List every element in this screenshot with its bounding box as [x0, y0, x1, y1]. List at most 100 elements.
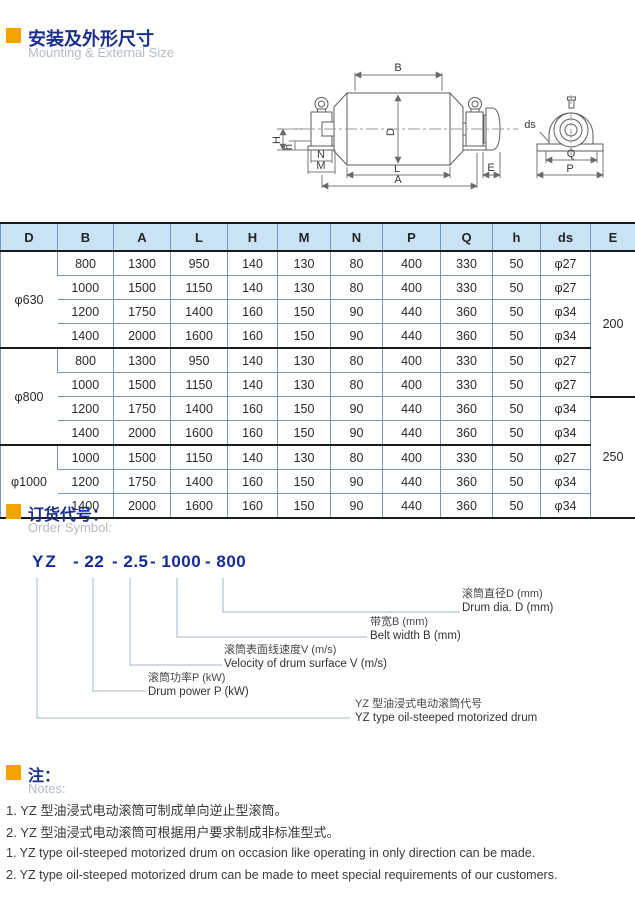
table-cell: φ27 — [540, 444, 591, 470]
table-cell: 360 — [440, 469, 493, 494]
table-cell: 140 — [227, 275, 278, 300]
table-row: 1000 1500 1150 140 130 80 400 330 50 φ27 — [1, 372, 635, 397]
dim-label-q: Q — [567, 148, 576, 160]
table-cell: 950 — [170, 250, 228, 276]
table-cell: 150 — [277, 396, 331, 421]
table-cell: 1300 — [113, 250, 171, 276]
table-cell: φ27 — [540, 250, 591, 276]
callout-power-cn: 滚筒功率P (kW) — [148, 672, 226, 684]
table-cell: 150 — [277, 469, 331, 494]
table-cell: 400 — [382, 347, 441, 373]
dim-ext-b — [354, 73, 443, 91]
callout-line-belt-width — [176, 578, 367, 638]
pedestal-side-view — [536, 95, 604, 155]
callout-line-power — [92, 578, 146, 692]
table-cell: 440 — [382, 396, 441, 421]
table-cell: 330 — [440, 347, 493, 373]
col-header: P — [382, 223, 441, 252]
table-cell: 160 — [227, 323, 278, 348]
callout-power: 滚筒功率P (kW) Drum power P (kW) — [148, 671, 249, 699]
mounting-title-en: Mounting & External Size — [28, 45, 174, 60]
callout-power-en: Drum power P (kW) — [148, 686, 249, 698]
orange-bullet-icon — [6, 28, 21, 43]
table-cell: 160 — [227, 420, 278, 445]
table-cell: 1150 — [170, 444, 228, 470]
table-cell: 2000 — [113, 420, 171, 445]
table-cell: 1500 — [113, 444, 171, 470]
table-cell: 150 — [277, 493, 331, 518]
table-row: 1000 1500 1150 140 130 80 400 330 50 φ27 — [1, 275, 635, 300]
order-code-prefix: YZ — [32, 552, 58, 571]
col-header: ds — [540, 223, 591, 252]
table-cell: φ34 — [540, 493, 591, 518]
table-cell: 1400 — [57, 493, 114, 518]
col-header: L — [170, 223, 228, 252]
note-item-en-1: 1. YZ type oil-steeped motorized drum on… — [6, 846, 536, 860]
callout-line-yz — [36, 578, 350, 719]
table-cell: 1750 — [113, 469, 171, 494]
table-cell: 360 — [440, 323, 493, 348]
table-cell: 330 — [440, 250, 493, 276]
table-cell: 1750 — [113, 299, 171, 324]
table-cell: 360 — [440, 420, 493, 445]
col-header: H — [227, 223, 278, 252]
dim-label-h-small: h — [283, 144, 295, 150]
callout-belt-width-en: Belt width B (mm) — [370, 630, 461, 642]
table-cell: 50 — [492, 347, 541, 373]
table-cell: φ34 — [540, 420, 591, 445]
dim-label-p: P — [566, 163, 573, 175]
table-cell: φ34 — [540, 323, 591, 348]
table-row: φ1000 1000 1500 1150 140 130 80 400 330 50 φ27 — [0, 444, 635, 518]
table-cell: 1400 — [57, 323, 114, 348]
dim-label-d: D — [385, 128, 397, 136]
table-cell: 90 — [330, 299, 383, 324]
table-cell: 1150 — [170, 275, 228, 300]
table-cell: 50 — [492, 372, 541, 397]
table-cell: 360 — [440, 396, 493, 421]
table-cell: 440 — [382, 469, 441, 494]
table-cell: 130 — [277, 275, 331, 300]
table-cell: 400 — [382, 372, 441, 397]
mounting-title-cn: 安装及外形尺寸 — [28, 29, 154, 49]
callout-velocity-cn: 滚筒表面线速度V (m/s) — [224, 644, 337, 656]
table-cell: 440 — [382, 299, 441, 324]
table-cell: 50 — [492, 469, 541, 494]
notes-title-en: Notes: — [28, 781, 66, 796]
table-cell: 1200 — [57, 396, 114, 421]
table-cell: φ27 — [540, 372, 591, 397]
callout-velocity: 滚筒表面线速度V (m/s) Velocity of drum surface … — [224, 643, 387, 671]
table-cell: 80 — [330, 275, 383, 300]
dim-ext-m — [307, 150, 336, 174]
table-cell: 1200 — [57, 469, 114, 494]
right-eye-bolt-hole — [471, 100, 479, 108]
table-cell: 50 — [492, 250, 541, 276]
table-row: 1400 2000 1600 160 150 90 440 360 50 φ34 — [1, 420, 635, 445]
table-cell: 2000 — [113, 323, 171, 348]
table-cell: 80 — [330, 347, 383, 373]
drum-dia-cell: φ800 — [0, 347, 58, 445]
table-row: 1200 1750 1400 160 150 90 440 360 50 φ34 — [1, 299, 635, 324]
table-cell: 130 — [277, 347, 331, 373]
left-eye-bolt-neck — [317, 108, 326, 113]
table-cell: φ34 — [540, 396, 591, 421]
table-cell: 90 — [330, 323, 383, 348]
order-code-power: - 22 — [73, 552, 105, 571]
callout-drum-dia-en: Drum dia. D (mm) — [462, 602, 554, 614]
ds-leader-line — [539, 131, 550, 143]
orange-bullet-icon — [6, 765, 21, 780]
table-cell: 140 — [227, 372, 278, 397]
table-cell: 1150 — [170, 372, 228, 397]
table-row: φ630 800 1300 950 140 130 80 400 330 50 φ27 200 — [0, 250, 635, 397]
table-cell: 90 — [330, 420, 383, 445]
table-cell: 50 — [492, 493, 541, 518]
table-cell: 360 — [440, 493, 493, 518]
table-cell: 150 — [277, 323, 331, 348]
dim-label-m: M — [316, 160, 325, 172]
table-cell: 330 — [440, 372, 493, 397]
note-item-en-2: 2. YZ type oil-steeped motorized drum ca… — [6, 868, 558, 882]
dim-label-b: B — [394, 62, 401, 74]
dim-label-h-cap: H — [271, 136, 283, 144]
table-cell: 360 — [440, 299, 493, 324]
table-cell: 330 — [440, 275, 493, 300]
col-header: B — [57, 223, 114, 252]
